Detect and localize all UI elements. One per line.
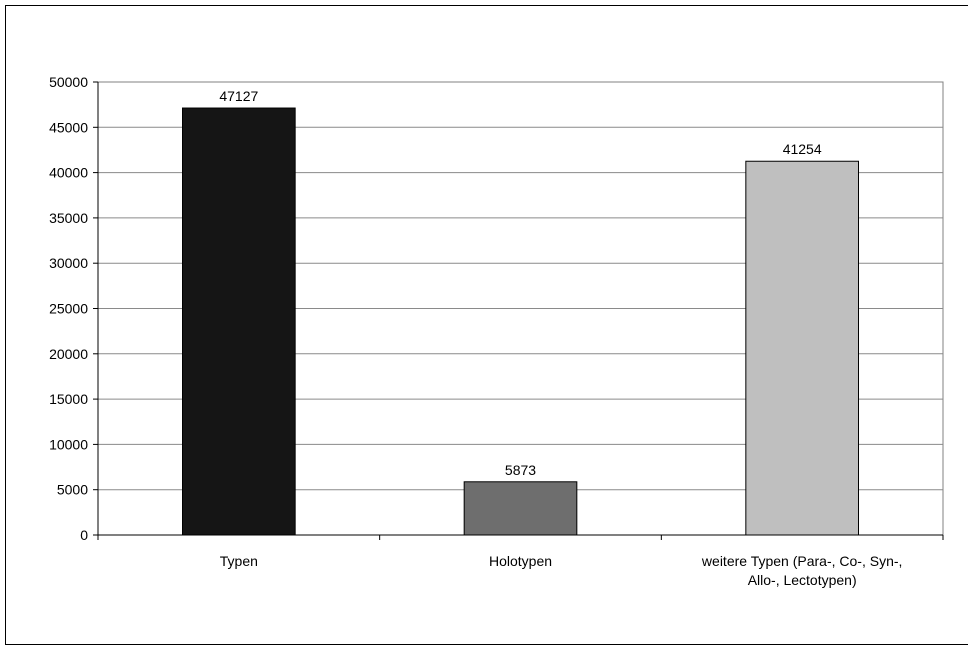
y-tick-label: 5000 bbox=[57, 482, 88, 498]
plot-area: 0 5000 10000 15000 20000 25000 30000 35000 40000… bbox=[49, 74, 944, 588]
y-tick-label: 10000 bbox=[49, 436, 88, 452]
category-label: weitere Typen (Para-, Co-, Syn-, Allo-, L… bbox=[701, 553, 902, 588]
bar bbox=[463, 481, 578, 536]
y-tick-label: 35000 bbox=[49, 210, 88, 226]
y-tick-label: 30000 bbox=[49, 255, 88, 271]
y-tick-label: 50000 bbox=[49, 74, 88, 90]
y-tick-label: 40000 bbox=[49, 165, 88, 181]
y-tick-label: 20000 bbox=[49, 346, 88, 362]
bar bbox=[182, 107, 296, 536]
y-tick-label: 15000 bbox=[49, 391, 88, 407]
y-tick-label: 25000 bbox=[49, 301, 88, 317]
data-label: 47127 bbox=[219, 88, 258, 104]
category-label: Holotypen bbox=[489, 553, 552, 569]
data-label: 41254 bbox=[783, 141, 822, 157]
category-label: Typen bbox=[220, 553, 258, 569]
y-tick-label: 0 bbox=[80, 527, 88, 543]
y-tick-label: 45000 bbox=[49, 119, 88, 135]
bar bbox=[745, 160, 859, 536]
data-label: 5873 bbox=[505, 462, 536, 478]
